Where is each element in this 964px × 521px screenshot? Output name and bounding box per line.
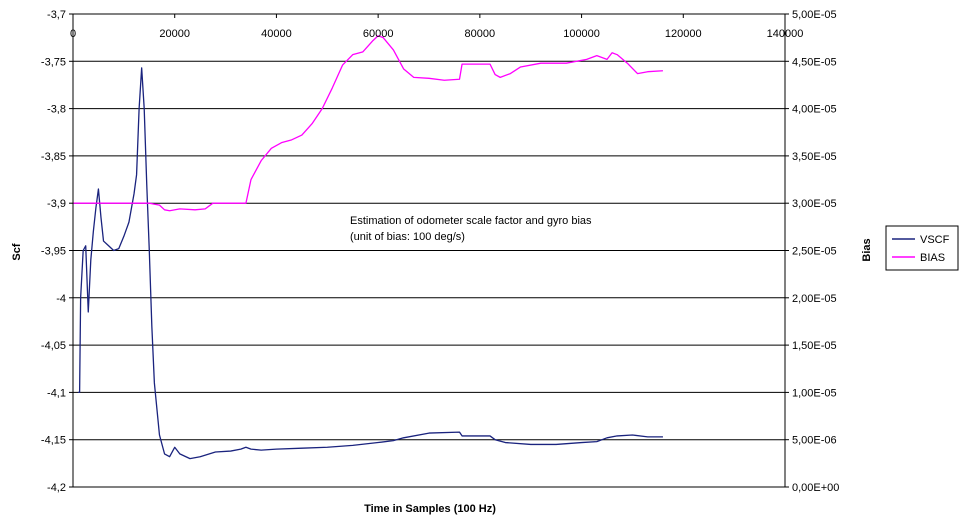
x-tick-label: 140000 xyxy=(767,28,804,40)
y-tick-label: -3,85 xyxy=(41,151,66,163)
series-line-bias xyxy=(73,35,663,212)
x-tick-label: 120000 xyxy=(665,28,702,40)
x-tick-label: 80000 xyxy=(465,28,496,40)
x-tick-label: 100000 xyxy=(563,28,600,40)
y2-tick-label: 2,50E-05 xyxy=(792,246,837,258)
y-tick-label: -4,05 xyxy=(41,340,66,352)
y2-tick-label: 4,00E-05 xyxy=(792,104,837,116)
y2-tick-label: 0,00E+00 xyxy=(792,482,839,494)
legend-label-bias: BIAS xyxy=(920,252,945,264)
legend: VSCF BIAS xyxy=(885,225,959,271)
y-tick-label: -4,15 xyxy=(41,435,66,447)
y2-tick-label: 3,00E-05 xyxy=(792,198,837,210)
y-tick-label: -3,95 xyxy=(41,246,66,258)
x-tick-label: 0 xyxy=(70,28,76,40)
x-axis-label: Time in Samples (100 Hz) xyxy=(364,503,496,515)
y2-tick-label: 4,50E-05 xyxy=(792,56,837,68)
y2-tick-label: 5,00E-06 xyxy=(792,435,837,447)
y2-tick-label: 2,00E-05 xyxy=(792,293,837,305)
legend-box xyxy=(885,225,959,271)
annotation-line-1: Estimation of odometer scale factor and … xyxy=(350,215,592,227)
x-tick-label: 60000 xyxy=(363,28,394,40)
y-tick-label: -3,9 xyxy=(47,198,66,210)
y2-tick-label: 3,50E-05 xyxy=(792,151,837,163)
y-tick-label: -3,7 xyxy=(47,9,66,21)
annotation-line-2: (unit of bias: 100 deg/s) xyxy=(350,231,465,243)
y2-axis-ticks: 5,00E-05 4,50E-05 4,00E-05 3,50E-05 3,00E-05… xyxy=(785,9,839,494)
series-layer xyxy=(73,35,663,460)
y2-tick-label: 5,00E-05 xyxy=(792,9,837,21)
y2-axis-label: Bias xyxy=(861,238,873,261)
y-tick-label: -4,2 xyxy=(47,482,66,494)
y-axis-ticks: -3,7 -3,75 -3,8 -3,85 -3,9 -3,95 -4 -4,05 -4,1 -4… xyxy=(41,9,73,494)
y-tick-label: -3,8 xyxy=(47,104,66,116)
x-axis-ticks: 0 20000 40000 60000 80000 100000 120000 140000 xyxy=(70,14,803,40)
x-tick-label: 20000 xyxy=(159,28,190,40)
gridlines xyxy=(73,13,785,488)
legend-label-vscf: VSCF xyxy=(920,234,950,246)
y-tick-label: -4,1 xyxy=(47,387,66,399)
series-line-vscf xyxy=(78,67,663,460)
x-tick-label: 40000 xyxy=(261,28,292,40)
y2-tick-label: 1,00E-05 xyxy=(792,387,837,399)
y-axis-label: Scf xyxy=(11,243,23,260)
y-tick-label: -3,75 xyxy=(41,56,66,68)
y-tick-label: -4 xyxy=(56,293,66,305)
y2-tick-label: 1,50E-05 xyxy=(792,340,837,352)
